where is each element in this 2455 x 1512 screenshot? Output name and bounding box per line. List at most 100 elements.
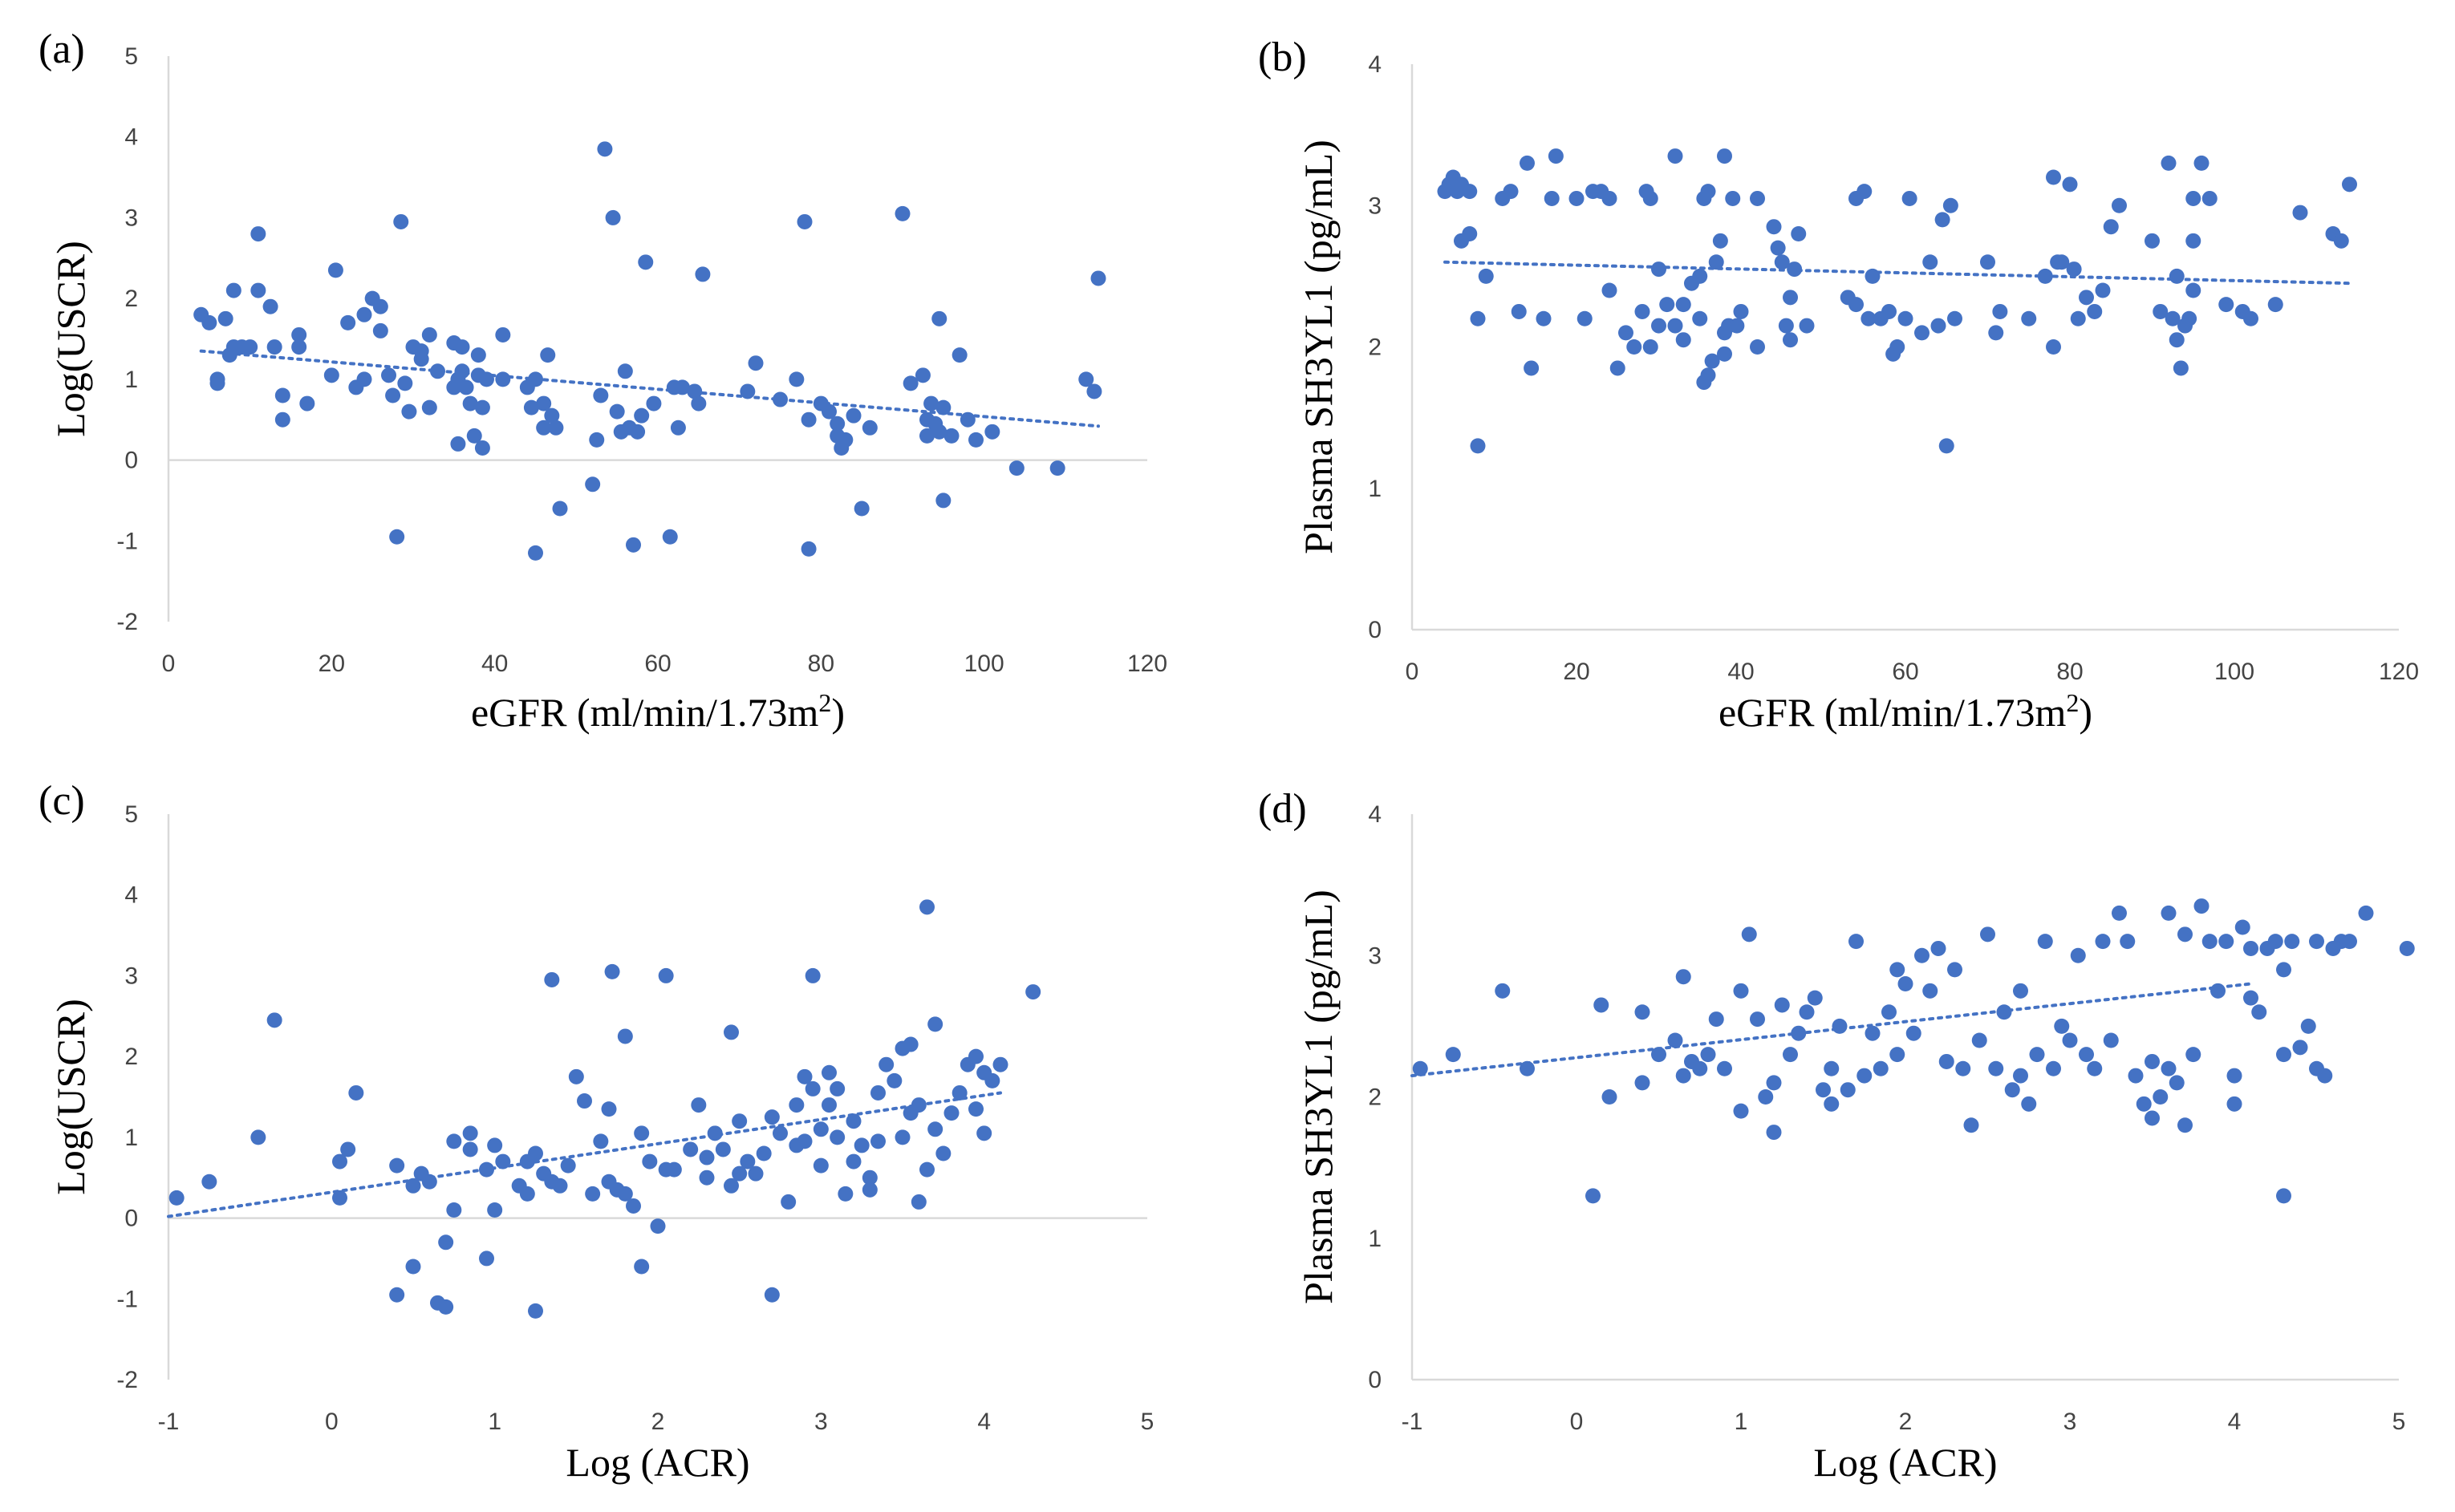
data-point: [830, 1080, 846, 1097]
data-point: [1766, 219, 1782, 235]
data-point: [299, 395, 315, 411]
data-point: [495, 1153, 511, 1169]
data-point: [577, 1093, 592, 1109]
data-point: [699, 1149, 715, 1165]
data-point: [201, 314, 217, 330]
data-point: [984, 1072, 1000, 1088]
data-point: [2013, 983, 2028, 999]
data-point: [2153, 303, 2169, 319]
data-point: [536, 395, 552, 411]
data-point: [1988, 325, 2004, 341]
data-point: [2070, 947, 2086, 963]
data-point: [2201, 934, 2218, 950]
data-point: [687, 383, 703, 399]
x-axis-label: Log (ACR): [1813, 1440, 1997, 1485]
data-point: [968, 1048, 984, 1064]
y-tick-label: 4: [1368, 801, 1382, 828]
data-point: [2145, 1110, 2160, 1126]
data-point: [1807, 990, 1823, 1006]
data-point: [332, 1190, 347, 1206]
data-point: [2292, 1040, 2308, 1056]
data-point: [1495, 983, 1511, 999]
data-point: [2276, 1188, 2291, 1204]
data-point: [1840, 1082, 1856, 1098]
data-point: [2243, 940, 2258, 956]
data-point: [1536, 310, 1552, 326]
data-point: [1634, 1075, 1650, 1091]
data-point: [1971, 1032, 1987, 1048]
data-point: [838, 1186, 854, 1202]
data-point: [1947, 310, 1962, 326]
data-point: [1889, 339, 1905, 355]
data-point: [1783, 1047, 1798, 1063]
data-point: [479, 1251, 494, 1267]
data-point: [1770, 240, 1786, 256]
data-point: [2087, 303, 2103, 319]
data-point: [487, 1202, 503, 1218]
data-point: [209, 375, 225, 391]
y-tick-label: 0: [1368, 1367, 1382, 1393]
data-point: [976, 1125, 992, 1141]
data-point: [1774, 254, 1790, 270]
data-point: [943, 428, 960, 444]
y-tick-label: 1: [1368, 1226, 1382, 1252]
data-point: [332, 1153, 347, 1169]
data-point: [2161, 905, 2177, 921]
panel-label: (d): [1258, 786, 1307, 832]
data-point: [405, 1178, 421, 1194]
data-point: [617, 1028, 633, 1044]
data-point: [2185, 1047, 2201, 1063]
data-point: [634, 407, 650, 424]
data-point: [1692, 310, 1708, 326]
data-point: [2292, 205, 2308, 221]
data-point: [593, 1133, 609, 1149]
data-point: [984, 424, 1000, 440]
data-point: [1741, 926, 1757, 942]
data-point: [2210, 983, 2226, 999]
data-point: [389, 1157, 405, 1174]
data-point: [1856, 1068, 1873, 1084]
data-point: [1634, 303, 1650, 319]
x-tick-label: -1: [158, 1409, 180, 1435]
y-tick-label: 3: [124, 205, 138, 231]
data-point: [764, 1109, 780, 1125]
data-point: [801, 411, 817, 428]
data-point: [1824, 1096, 1840, 1112]
data-point: [2267, 297, 2283, 313]
y-axis-label: Plasma SH3YL1 (pg/mL): [1296, 890, 1341, 1304]
data-point: [1008, 460, 1025, 476]
data-point: [1544, 190, 1560, 206]
data-point: [2342, 934, 2357, 950]
data-point: [168, 1190, 185, 1206]
data-point: [960, 411, 976, 428]
data-point: [1520, 1060, 1535, 1076]
data-point: [1783, 332, 1798, 348]
data-point: [2021, 310, 2037, 326]
data-point: [1503, 184, 1519, 200]
data-point: [822, 403, 837, 420]
data-point: [781, 1194, 797, 1210]
data-point: [552, 501, 568, 517]
data-point: [675, 379, 690, 395]
data-point: [1470, 438, 1486, 454]
data-point: [1914, 947, 1930, 963]
data-point: [699, 1169, 715, 1186]
data-point: [2185, 233, 2201, 249]
data-point: [1667, 318, 1683, 334]
data-point: [1445, 1047, 1461, 1063]
data-point: [1766, 1075, 1782, 1091]
data-point: [2161, 155, 2177, 171]
data-point: [604, 963, 620, 979]
data-point: [2103, 1032, 2119, 1048]
y-tick-label: -1: [116, 1286, 138, 1312]
data-point: [1708, 254, 1724, 270]
data-point: [544, 971, 560, 987]
x-tick-label: 40: [481, 651, 508, 677]
data-point: [1601, 190, 1617, 206]
trendline: [199, 349, 1100, 428]
data-point: [1478, 268, 1494, 284]
x-axis-label: eGFR (ml/min/1.73m2): [471, 688, 845, 735]
data-point: [401, 403, 417, 420]
data-point: [356, 306, 372, 322]
